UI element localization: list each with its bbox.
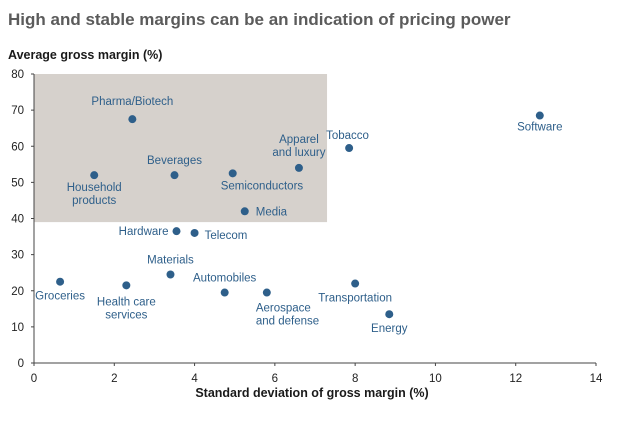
y-tick-label: 0 bbox=[18, 358, 24, 370]
data-point bbox=[166, 270, 175, 279]
highlight-region bbox=[34, 74, 328, 223]
data-point-label: Materials bbox=[147, 254, 194, 266]
data-point bbox=[190, 228, 199, 237]
data-point bbox=[351, 279, 360, 288]
data-point-label: Energy bbox=[371, 323, 408, 335]
y-tick-label: 10 bbox=[11, 322, 24, 334]
x-tick-label: 4 bbox=[191, 373, 198, 385]
data-point bbox=[240, 207, 249, 216]
data-point bbox=[262, 288, 271, 297]
data-point-label: Media bbox=[256, 206, 288, 218]
y-tick-label: 50 bbox=[11, 177, 24, 189]
x-tick-label: 0 bbox=[31, 373, 37, 385]
data-point-label: Transportation bbox=[318, 293, 392, 305]
y-axis-label: Average gross margin (%) bbox=[8, 48, 163, 62]
data-point bbox=[56, 277, 65, 286]
x-tick-label: 14 bbox=[590, 373, 603, 385]
data-point bbox=[122, 281, 131, 290]
x-tick-label: 6 bbox=[272, 373, 278, 385]
x-tick-label: 2 bbox=[111, 373, 117, 385]
data-point-label: Software bbox=[517, 122, 562, 134]
y-tick-label: 30 bbox=[11, 250, 24, 262]
x-tick-label: 10 bbox=[429, 373, 442, 385]
data-point bbox=[294, 163, 303, 172]
data-point-label: Household products bbox=[67, 182, 122, 207]
data-point-label: Apparel and luxury bbox=[272, 134, 325, 159]
data-point bbox=[345, 144, 354, 153]
x-tick-label: 12 bbox=[509, 373, 522, 385]
data-point bbox=[535, 111, 544, 120]
y-tick-label: 80 bbox=[11, 69, 24, 81]
data-point-label: Health care services bbox=[97, 296, 156, 321]
y-tick-label: 60 bbox=[11, 141, 24, 153]
data-point bbox=[172, 227, 181, 236]
data-point-label: Aerospace and defense bbox=[256, 303, 319, 328]
data-point-label: Groceries bbox=[35, 291, 85, 303]
x-tick-label: 8 bbox=[352, 373, 358, 385]
data-point bbox=[220, 288, 229, 297]
data-point-label: Pharma/Biotech bbox=[91, 96, 173, 108]
y-tick-label: 40 bbox=[11, 214, 24, 226]
y-tick-label: 70 bbox=[11, 105, 24, 117]
data-point-label: Hardware bbox=[119, 226, 169, 238]
data-point bbox=[128, 115, 137, 124]
data-point-label: Automobiles bbox=[193, 273, 257, 285]
data-point bbox=[228, 169, 237, 178]
data-point-label: Semiconductors bbox=[221, 180, 304, 192]
data-point-label: Telecom bbox=[205, 230, 248, 242]
data-point bbox=[90, 171, 99, 180]
data-point-label: Tobacco bbox=[326, 130, 369, 142]
data-point bbox=[170, 171, 179, 180]
data-point-label: Beverages bbox=[147, 155, 202, 167]
y-tick-label: 20 bbox=[11, 286, 24, 298]
data-point bbox=[385, 310, 394, 319]
x-axis-label: Standard deviation of gross margin (%) bbox=[195, 386, 429, 400]
chart-title: High and stable margins can be an indica… bbox=[8, 10, 511, 29]
